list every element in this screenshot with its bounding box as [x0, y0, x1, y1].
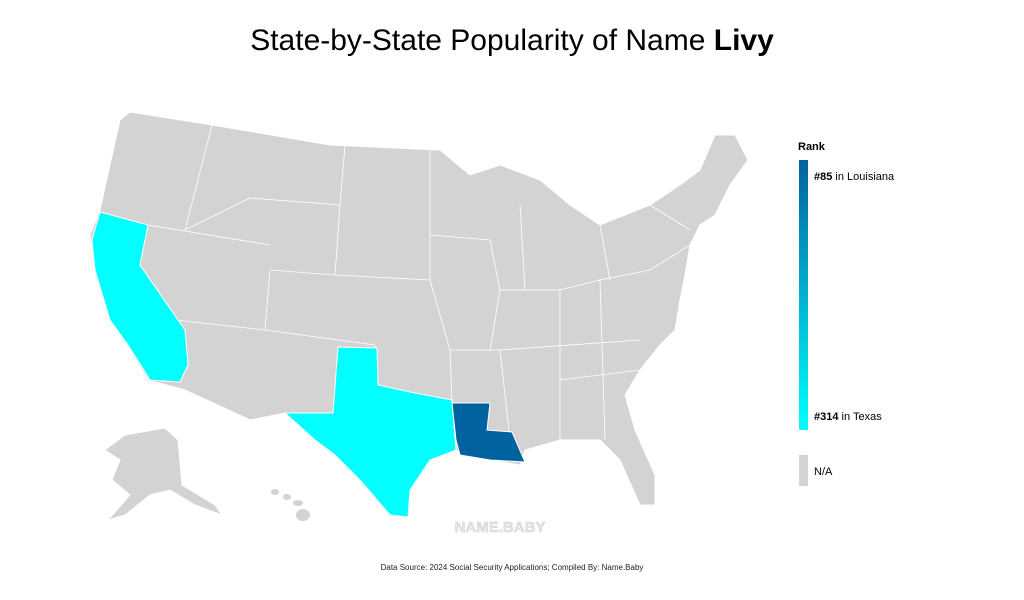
state-border — [147, 124, 691, 441]
legend-state: in Texas — [838, 411, 882, 423]
title-name: Livy — [714, 24, 774, 57]
legend-na-label: N/A — [814, 466, 833, 478]
source-note: Data Source: 2024 Social Security Applic… — [381, 563, 644, 572]
state-california — [91, 211, 189, 383]
state-alaska — [104, 427, 224, 521]
us-map — [89, 111, 749, 521]
title: State-by-State Popularity of Name Livy — [250, 24, 774, 57]
legend-rank: #85 — [814, 171, 832, 183]
state-louisiana — [451, 402, 526, 463]
legend-entry: #314 in Texas — [814, 411, 882, 423]
watermark: NAME.BABY — [455, 519, 546, 536]
title-text: State-by-State Popularity of Name — [250, 24, 714, 57]
state-texas — [283, 346, 457, 518]
legend-state: in Louisiana — [832, 171, 895, 183]
legend-gradient — [799, 160, 808, 430]
legend-entry: #85 in Louisiana — [814, 171, 895, 183]
legend-title: Rank — [798, 141, 826, 153]
legend-na-swatch — [799, 455, 808, 486]
state-hawaii — [271, 489, 310, 521]
legend-rank: #314 — [814, 411, 839, 423]
legend: Rank N/A #85 in Louisiana #314 in Texas — [798, 141, 895, 486]
